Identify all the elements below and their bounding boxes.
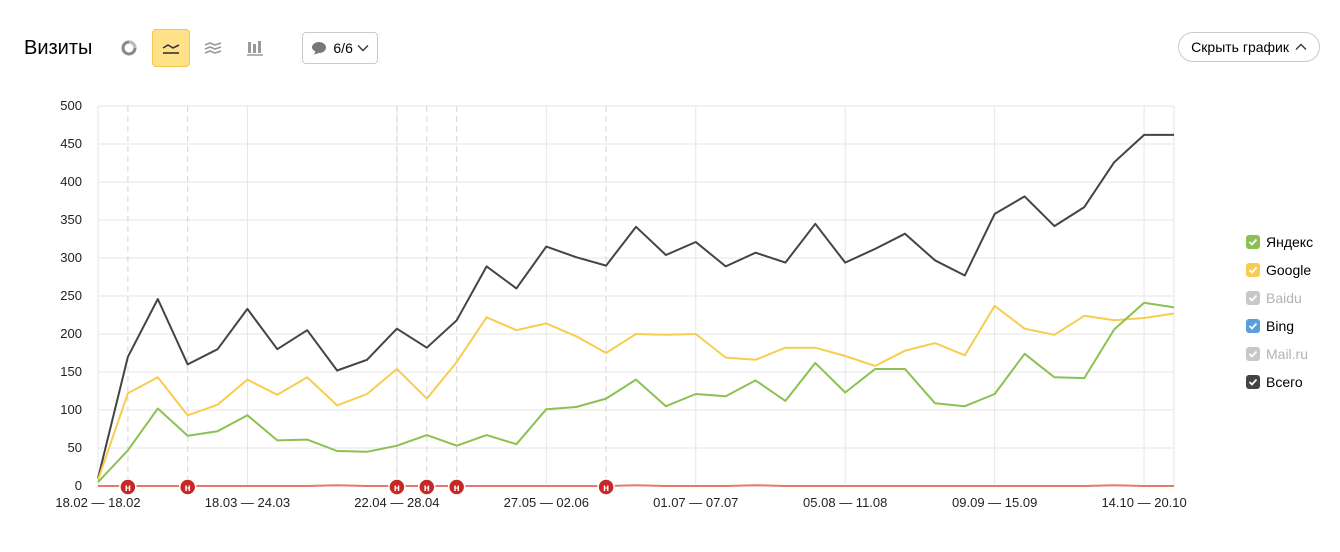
y-tick-label: 0 bbox=[75, 478, 82, 493]
chevron-down-icon bbox=[357, 45, 369, 52]
series-line-Всего bbox=[97, 133, 1174, 479]
visits-line-chart: 0 50 100 150 200 250 300 350 400 450 500 18.02 — 18… bbox=[55, 98, 1186, 510]
y-tick-label: 500 bbox=[60, 98, 82, 113]
notes-count: 6/6 bbox=[333, 40, 353, 56]
annotation-marker-label: н bbox=[603, 483, 609, 494]
legend-item[interactable]: Google bbox=[1246, 256, 1313, 284]
y-tick-label: 50 bbox=[68, 440, 82, 455]
chart-toolbar: Визиты 6/6 bbox=[24, 26, 378, 70]
y-tick-label: 250 bbox=[60, 288, 82, 303]
legend-item[interactable]: Bing bbox=[1246, 312, 1313, 340]
annotation-marker bbox=[597, 478, 615, 496]
x-tick-label: 27.05 — 02.06 bbox=[504, 495, 589, 510]
page-title: Визиты bbox=[24, 36, 93, 59]
legend-checkbox[interactable] bbox=[1246, 347, 1260, 361]
x-tick-label: 01.07 — 07.07 bbox=[653, 495, 738, 510]
checkmark-icon bbox=[1248, 322, 1258, 330]
stacked-area-button[interactable] bbox=[194, 29, 232, 67]
checkmark-icon bbox=[1248, 294, 1258, 302]
x-tick-label: 09.09 — 15.09 bbox=[952, 495, 1037, 510]
legend-checkbox[interactable] bbox=[1246, 291, 1260, 305]
legend-item[interactable]: Mail.ru bbox=[1246, 340, 1313, 368]
notes-filter-button[interactable]: 6/6 bbox=[302, 32, 378, 64]
x-tick-label: 22.04 — 28.04 bbox=[354, 495, 439, 510]
legend-label: Google bbox=[1266, 262, 1312, 278]
pie-chart-icon bbox=[121, 40, 137, 56]
legend-label: Baidu bbox=[1266, 290, 1302, 306]
x-tick-label: 14.10 — 20.10 bbox=[1101, 495, 1186, 510]
x-tick-label: 05.08 — 11.08 bbox=[803, 495, 887, 510]
checkmark-icon bbox=[1248, 350, 1258, 358]
checkmark-icon bbox=[1248, 266, 1258, 274]
x-tick-label: 18.03 — 24.03 bbox=[205, 495, 290, 510]
chevron-up-icon bbox=[1295, 43, 1307, 50]
annotation-marker bbox=[388, 478, 406, 496]
annotation-marker-label: н bbox=[424, 483, 430, 494]
y-tick-label: 300 bbox=[60, 250, 82, 265]
y-tick-label: 150 bbox=[60, 364, 82, 379]
legend-item[interactable]: Всего bbox=[1246, 368, 1313, 396]
series-line-Google bbox=[97, 304, 1175, 481]
annotation-marker-label: н bbox=[394, 483, 400, 494]
line-chart-icon bbox=[162, 44, 180, 54]
annotation-marker bbox=[119, 478, 137, 496]
legend-label: Всего bbox=[1266, 374, 1303, 390]
annotation-marker bbox=[178, 478, 197, 496]
annotation-marker-label: н bbox=[454, 483, 460, 494]
legend-label: Яндекс bbox=[1266, 234, 1314, 250]
chart-legend: Яндекс Google Baidu Bing Mail.ru Всего bbox=[1246, 228, 1313, 396]
line-chart-button[interactable] bbox=[152, 29, 191, 67]
stacked-area-icon bbox=[205, 42, 222, 54]
legend-item[interactable]: Яндекс bbox=[1246, 228, 1313, 256]
bar-chart-button[interactable] bbox=[236, 29, 274, 67]
pie-chart-button[interactable] bbox=[110, 29, 148, 67]
legend-checkbox[interactable] bbox=[1246, 319, 1260, 333]
y-tick-label: 400 bbox=[60, 174, 82, 189]
legend-item[interactable]: Baidu bbox=[1246, 284, 1313, 312]
legend-label: Mail.ru bbox=[1266, 346, 1309, 362]
annotation-marker-label: н bbox=[125, 483, 131, 494]
annotation-marker-label: н bbox=[185, 483, 191, 494]
comment-bubble-icon bbox=[312, 42, 327, 55]
bar-chart-icon bbox=[247, 41, 264, 56]
series-line-Яндекс bbox=[97, 301, 1175, 483]
y-tick-label: 100 bbox=[60, 402, 82, 417]
legend-checkbox[interactable] bbox=[1246, 263, 1260, 277]
annotation-marker bbox=[447, 478, 466, 496]
legend-checkbox[interactable] bbox=[1246, 235, 1260, 249]
y-tick-label: 200 bbox=[60, 326, 82, 341]
hide-chart-button[interactable]: Скрыть график bbox=[1178, 32, 1320, 62]
y-tick-label: 350 bbox=[60, 212, 82, 227]
legend-label: Bing bbox=[1266, 318, 1295, 334]
series-line-Bing bbox=[98, 484, 1174, 487]
hide-chart-label: Скрыть график bbox=[1191, 39, 1289, 55]
checkmark-icon bbox=[1248, 378, 1258, 386]
x-tick-label: 18.02 — 18.02 bbox=[55, 495, 140, 510]
checkmark-icon bbox=[1248, 238, 1258, 246]
annotation-marker bbox=[418, 478, 436, 496]
y-tick-label: 450 bbox=[60, 136, 82, 151]
legend-checkbox[interactable] bbox=[1246, 375, 1260, 389]
